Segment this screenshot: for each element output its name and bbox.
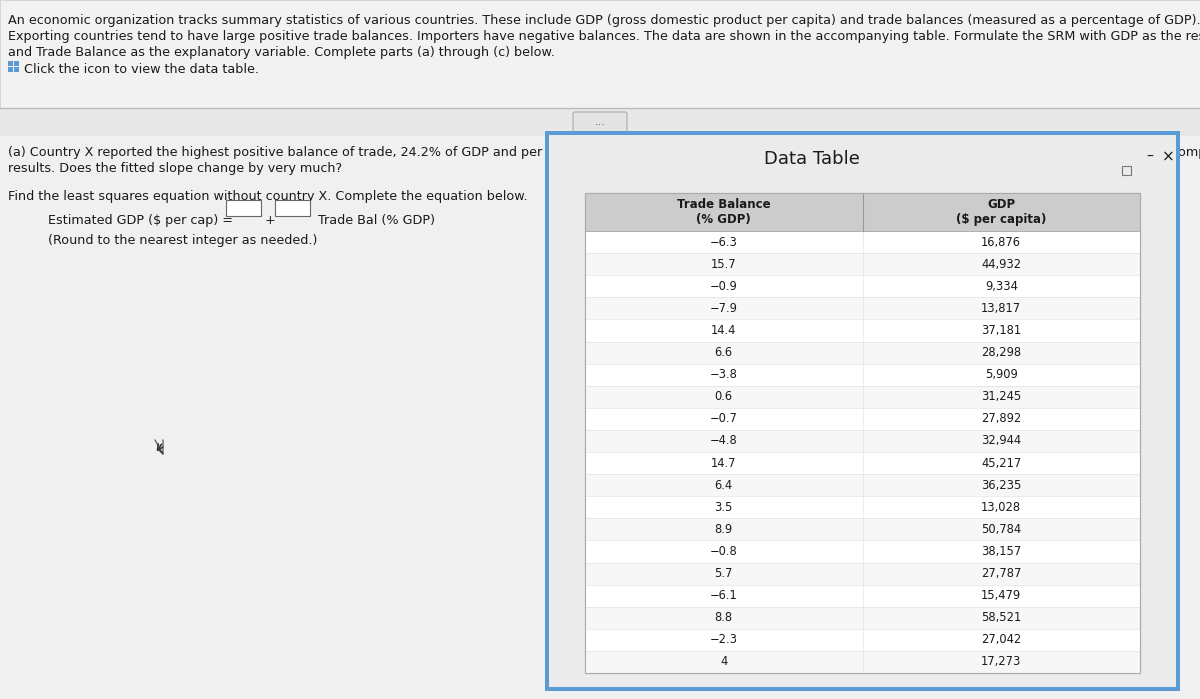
Text: 6.6: 6.6 xyxy=(715,346,733,359)
Text: Estimated GDP ($ per cap) =: Estimated GDP ($ per cap) = xyxy=(48,214,238,227)
Bar xyxy=(14,61,19,66)
Bar xyxy=(586,275,1140,297)
Text: −7.9: −7.9 xyxy=(710,302,738,315)
Bar xyxy=(8,67,13,72)
Bar xyxy=(586,408,1140,430)
Text: 4: 4 xyxy=(720,656,727,668)
Text: −0.8: −0.8 xyxy=(710,545,738,558)
Bar xyxy=(586,193,1140,673)
Text: −0.9: −0.9 xyxy=(710,280,738,293)
Bar xyxy=(586,231,1140,253)
FancyBboxPatch shape xyxy=(574,112,628,132)
Text: −2.3: −2.3 xyxy=(709,633,738,647)
Bar xyxy=(586,584,1140,607)
Text: 8.8: 8.8 xyxy=(715,611,733,624)
Text: 13,028: 13,028 xyxy=(982,500,1021,514)
Text: 8.9: 8.9 xyxy=(715,523,733,536)
Text: Find the least squares equation without country X. Complete the equation below.: Find the least squares equation without … xyxy=(8,190,528,203)
Bar xyxy=(14,67,19,72)
Bar xyxy=(1122,166,1132,175)
Text: 16,876: 16,876 xyxy=(982,236,1021,249)
Text: Data Table: Data Table xyxy=(763,150,859,168)
Text: −0.7: −0.7 xyxy=(710,412,738,426)
Text: 32,944: 32,944 xyxy=(982,435,1021,447)
Text: 31,245: 31,245 xyxy=(982,390,1021,403)
Bar xyxy=(586,193,1140,673)
Text: 15.7: 15.7 xyxy=(710,258,737,271)
Text: 0.6: 0.6 xyxy=(715,390,733,403)
Bar xyxy=(586,430,1140,452)
Bar xyxy=(586,629,1140,651)
Bar xyxy=(586,319,1140,342)
Text: 14.4: 14.4 xyxy=(712,324,737,337)
Bar xyxy=(586,496,1140,518)
Bar xyxy=(586,563,1140,584)
Bar xyxy=(586,540,1140,563)
Text: (Round to the nearest integer as needed.): (Round to the nearest integer as needed.… xyxy=(48,234,317,247)
Bar xyxy=(586,452,1140,474)
Bar xyxy=(8,61,13,66)
Text: −6.3: −6.3 xyxy=(710,236,738,249)
Text: 37,181: 37,181 xyxy=(982,324,1021,337)
Bar xyxy=(545,131,1180,691)
Bar xyxy=(586,342,1140,363)
Text: ...: ... xyxy=(594,117,606,127)
Bar xyxy=(586,297,1140,319)
Text: 38,157: 38,157 xyxy=(982,545,1021,558)
Text: −4.8: −4.8 xyxy=(710,435,738,447)
Text: An economic organization tracks summary statistics of various countries. These i: An economic organization tracks summary … xyxy=(8,14,1200,27)
Text: 27,042: 27,042 xyxy=(982,633,1021,647)
Text: Exporting countries tend to have large positive trade balances. Importers have n: Exporting countries tend to have large p… xyxy=(8,30,1200,43)
Text: (a) Country X reported the highest positive balance of trade, 24.2% of GDP and p: (a) Country X reported the highest posit… xyxy=(8,146,1200,159)
Text: 9,334: 9,334 xyxy=(985,280,1018,293)
Text: 27,787: 27,787 xyxy=(982,567,1021,580)
Text: 13,817: 13,817 xyxy=(982,302,1021,315)
Bar xyxy=(0,0,1200,108)
Bar xyxy=(586,607,1140,629)
Text: −6.1: −6.1 xyxy=(710,589,738,602)
Text: Trade Bal (% GDP): Trade Bal (% GDP) xyxy=(314,214,436,227)
Bar xyxy=(550,135,1176,183)
Bar xyxy=(586,518,1140,540)
Text: 45,217: 45,217 xyxy=(982,456,1021,470)
Text: 17,273: 17,273 xyxy=(982,656,1021,668)
Bar xyxy=(586,253,1140,275)
Text: Trade Balance
(% GDP): Trade Balance (% GDP) xyxy=(677,198,770,226)
Text: ×: × xyxy=(1162,150,1175,164)
Text: 5.7: 5.7 xyxy=(714,567,733,580)
Bar xyxy=(586,386,1140,408)
Text: 50,784: 50,784 xyxy=(982,523,1021,536)
Text: +: + xyxy=(265,214,276,227)
Text: 3.5: 3.5 xyxy=(714,500,733,514)
Bar xyxy=(586,474,1140,496)
Text: 6.4: 6.4 xyxy=(715,479,733,491)
Bar xyxy=(550,135,1176,687)
Text: 28,298: 28,298 xyxy=(982,346,1021,359)
Bar xyxy=(586,363,1140,386)
Text: 14.7: 14.7 xyxy=(710,456,737,470)
Text: GDP
($ per capita): GDP ($ per capita) xyxy=(956,198,1046,226)
Text: 15,479: 15,479 xyxy=(982,589,1021,602)
Text: 44,932: 44,932 xyxy=(982,258,1021,271)
Bar xyxy=(275,200,310,216)
Text: −3.8: −3.8 xyxy=(710,368,738,381)
Bar xyxy=(586,651,1140,673)
Text: results. Does the fitted slope change by very much?: results. Does the fitted slope change by… xyxy=(8,162,342,175)
Bar xyxy=(226,200,262,216)
Bar xyxy=(0,136,1200,699)
Text: and Trade Balance as the explanatory variable. Complete parts (a) through (c) be: and Trade Balance as the explanatory var… xyxy=(8,46,554,59)
Text: 36,235: 36,235 xyxy=(982,479,1021,491)
Text: 5,909: 5,909 xyxy=(985,368,1018,381)
Text: 27,892: 27,892 xyxy=(982,412,1021,426)
Text: 58,521: 58,521 xyxy=(982,611,1021,624)
Text: –: – xyxy=(1146,150,1153,164)
Bar xyxy=(586,193,1140,231)
Text: Click the icon to view the data table.: Click the icon to view the data table. xyxy=(24,63,259,76)
